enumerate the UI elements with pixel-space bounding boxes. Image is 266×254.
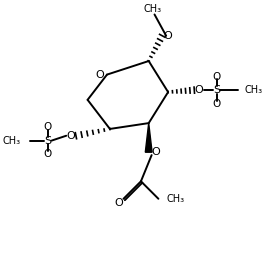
Text: O: O [96, 70, 105, 80]
Text: O: O [67, 131, 76, 141]
Text: S: S [44, 136, 51, 146]
Text: O: O [151, 147, 160, 157]
Text: S: S [213, 85, 220, 95]
Text: O: O [44, 149, 52, 159]
Text: O: O [213, 72, 221, 82]
Text: O: O [114, 198, 123, 208]
Polygon shape [145, 123, 152, 152]
Text: CH₃: CH₃ [3, 136, 21, 146]
Text: O: O [195, 85, 203, 95]
Text: CH₃: CH₃ [245, 85, 263, 95]
Text: CH₃: CH₃ [144, 4, 162, 14]
Text: O: O [44, 122, 52, 132]
Text: O: O [213, 99, 221, 109]
Text: CH₃: CH₃ [166, 194, 184, 204]
Text: O: O [164, 31, 172, 41]
